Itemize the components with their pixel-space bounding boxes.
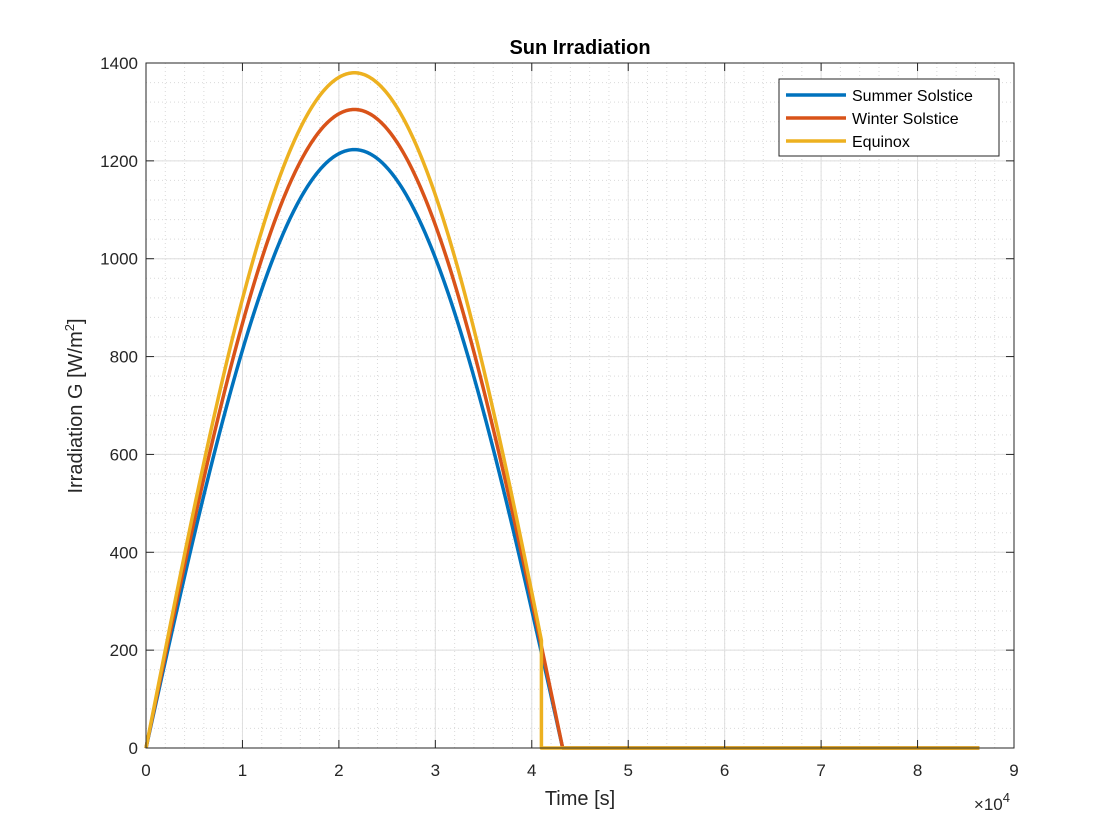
legend-entry-winter-solstice: Winter Solstice — [786, 111, 959, 128]
series-lines — [144, 71, 980, 750]
y-tick-label: 400 — [110, 543, 138, 562]
y-tick-label: 1000 — [100, 250, 138, 269]
x-tick-label: 1 — [238, 761, 247, 780]
x-tick-label: 6 — [720, 761, 729, 780]
chart-title: Sun Irradiation — [509, 37, 650, 59]
legend-label-summer-solstice: Summer Solstice — [852, 88, 973, 105]
x-axis-exponent-power: 4 — [1003, 790, 1010, 805]
x-tick-label: 5 — [623, 761, 632, 780]
y-tick-label: 200 — [110, 641, 138, 660]
plot-frame — [145, 62, 1015, 749]
y-tick-label: 0 — [129, 739, 138, 758]
grid — [145, 62, 1015, 749]
y-tick-label: 600 — [110, 445, 138, 464]
x-axis-label: Time [s] — [545, 788, 615, 810]
x-tick-label: 3 — [431, 761, 440, 780]
series-line-equinox — [144, 71, 980, 750]
y-axis-label-close: ] — [65, 318, 87, 324]
legend-label-equinox: Equinox — [852, 134, 910, 151]
x-tick-label: 9 — [1009, 761, 1018, 780]
legend-label-winter-solstice: Winter Solstice — [852, 111, 959, 128]
x-tick-labels: 0 1 2 3 4 5 6 7 8 9 — [141, 761, 1018, 780]
y-axis-label: Irradiation G [W/m2] — [62, 318, 87, 493]
series-line-summer-solstice — [144, 147, 980, 750]
x-tick-label: 7 — [816, 761, 825, 780]
y-tick-label: 1200 — [100, 152, 138, 171]
legend-entry-summer-solstice: Summer Solstice — [786, 88, 973, 105]
y-axis-label-superscript: 2 — [62, 324, 77, 331]
x-tick-label: 2 — [334, 761, 343, 780]
x-tick-label: 4 — [527, 761, 536, 780]
legend-entry-equinox: Equinox — [786, 134, 910, 151]
legend: Summer Solstice Winter Solstice Equinox — [778, 78, 1000, 157]
y-axis-label-main: Irradiation G [W/m — [65, 331, 87, 493]
x-tick-label: 8 — [913, 761, 922, 780]
x-tick-label: 0 — [141, 761, 150, 780]
series-line-winter-solstice — [144, 107, 980, 750]
x-axis-exponent-base: ×10 — [974, 795, 1003, 814]
y-tick-labels: 0 200 400 600 800 1000 1200 1400 — [100, 54, 138, 758]
y-tick-label: 800 — [110, 348, 138, 367]
y-tick-label: 1400 — [100, 54, 138, 73]
x-axis-exponent: ×104 — [974, 790, 1010, 814]
tick-marks — [145, 62, 1015, 749]
